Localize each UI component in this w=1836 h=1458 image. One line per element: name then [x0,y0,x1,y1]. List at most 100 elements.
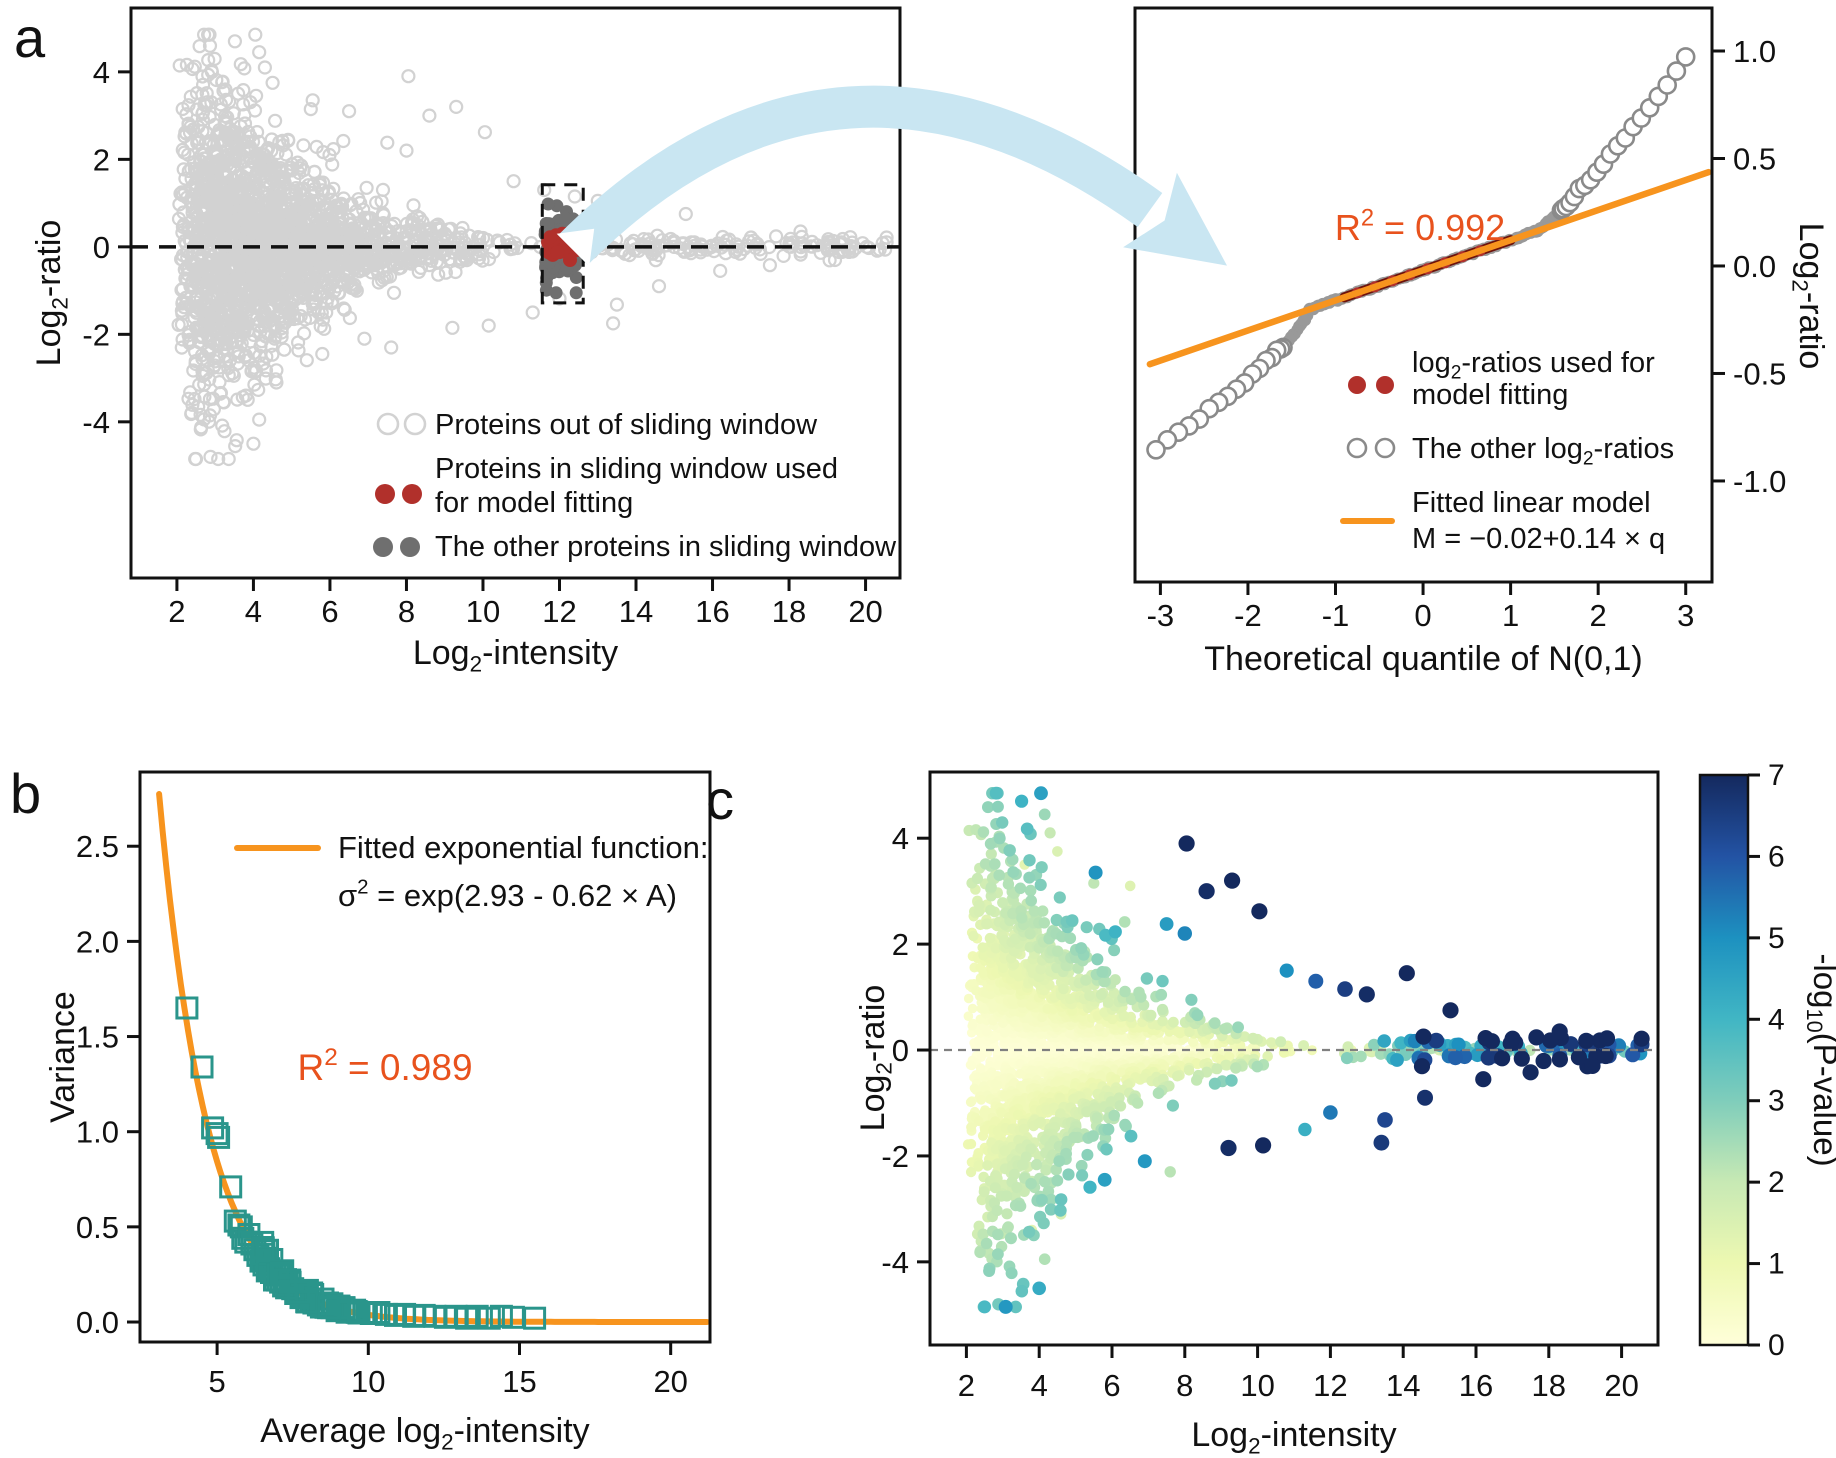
legend-marker-open-circle [403,412,427,436]
y-axis: -4 -2 0 2 4 [82,55,131,440]
variance-square [523,1306,547,1330]
legend-label: The other log2-ratios [1412,433,1674,469]
tick-label: -2 [881,1139,909,1174]
scatter-points-colored [962,786,1650,1314]
tick-label: 4 [1768,1003,1785,1036]
panel-label-b: b [10,762,42,825]
legend-marker-open-circle [376,412,400,436]
panel-label-a: a [14,6,46,69]
tick-label: 1.5 [76,1020,119,1055]
x-axis: 5 10 15 20 [208,1342,688,1399]
tick-label: 5 [1768,922,1785,955]
x-axis: 2 4 6 8 10 12 14 16 18 20 [168,578,883,629]
tick-label: -4 [82,405,110,440]
colorbar-gradient [1698,773,1750,1347]
legend-label: log2-ratios used for [1412,347,1655,383]
tick-label: 14 [619,594,653,629]
tick-label: -2 [82,317,110,352]
x-axis: -3 -2 -1 0 1 2 3 [1147,582,1694,633]
tick-label: 18 [1532,1368,1566,1403]
y-axis-title: Log2-ratio [30,220,72,367]
variance-square [207,1125,231,1149]
legend-label: for model fitting [435,487,633,519]
tick-label: 0 [93,230,110,265]
variance-square [489,1304,513,1328]
tick-label: 0.0 [1733,249,1776,284]
x-axis-title: Log2-intensity [1191,1416,1396,1458]
tick-label: 4 [892,821,909,856]
tick-label: -4 [881,1245,909,1280]
tick-label: -3 [1147,598,1175,633]
tick-label: 18 [772,594,806,629]
variance-square [287,1280,310,1304]
legend-marker-open-circle [1374,437,1396,459]
tick-label: 5 [208,1364,225,1399]
tick-label: 4 [245,594,262,629]
tick-label: 4 [1031,1368,1048,1403]
panel-b-variance-plot: 5 10 15 20 0.0 0.5 1.0 1.5 2.0 2.5 Average log2-in… [44,770,712,1454]
tick-label: 6 [1103,1368,1120,1403]
tick-label: 3 [1768,1085,1785,1118]
tick-label: 6 [321,594,338,629]
legend-label: Fitted exponential function: [338,830,709,865]
x-axis: 2 4 6 8 10 12 14 16 18 20 [958,1345,1639,1403]
tick-label: 15 [502,1364,536,1399]
tick-label: 2 [892,927,909,962]
tick-label: 7 [1768,759,1785,792]
legend: Proteins out of sliding window Proteins i… [373,409,897,563]
tick-label: 1 [1768,1248,1785,1281]
variance-square [465,1304,489,1328]
tick-label: 3 [1677,598,1694,633]
tick-label: 2 [1590,598,1607,633]
legend-marker-filled-circle [373,537,393,557]
plot-border [129,6,902,580]
tick-label: 0 [1414,598,1431,633]
variance-squares [175,996,547,1330]
legend-marker-filled-circle [1376,376,1394,394]
tick-label: 2 [1768,1166,1785,1199]
y-axis-title: Variance [44,991,82,1123]
tick-label: 2 [93,142,110,177]
legend: Fitted exponential function: σ2 = exp(2.9… [234,830,709,913]
variance-square [274,1268,297,1292]
tick-label: 10 [1240,1368,1274,1403]
panel-a-ma-plot: 2 4 6 8 10 12 14 16 18 20 -4 -2 0 2 4 Log2-intensity Log… [30,6,902,676]
legend-marker-filled-circle [402,484,422,504]
tick-label: 1.0 [76,1115,119,1150]
tick-label: 10 [351,1364,385,1399]
legend-label: M = −0.02+0.14 × q [1412,523,1665,555]
colorbar-title: -log10(P-value) [1802,953,1836,1166]
x-axis-title: Average log2-intensity [260,1412,589,1454]
legend-label: Proteins in sliding window used [435,453,838,485]
legend-marker-filled-circle [375,484,395,504]
legend-label: The other proteins in sliding window [435,531,897,563]
legend-label: Fitted linear model [1412,487,1651,519]
r-squared-annotation: R2 = 0.992 [1335,205,1505,248]
tick-label: -0.5 [1733,356,1786,391]
legend-marker-open-circle [1346,437,1368,459]
variance-square [251,1236,275,1260]
tick-label: 1.0 [1733,34,1776,69]
tick-label: 16 [695,594,729,629]
plot-border [928,770,1660,1347]
legend-label: σ2 = exp(2.93 - 0.62 × A) [338,876,677,913]
legend-marker-filled-circle [1348,376,1366,394]
variance-square [219,1175,243,1199]
arrow-annotation [556,85,1227,267]
plot-border [138,770,712,1344]
panel-c-ma-plot: 2 4 6 8 10 12 14 16 18 20-4-2024Log2-intensityLog… [854,759,1836,1458]
tick-label: 10 [466,594,500,629]
tick-label: 2.0 [76,924,119,959]
arrow-band [558,85,1163,265]
r-squared-annotation: R2 = 0.989 [297,1044,472,1088]
colorbar: 0 1 2 3 4 5 6 7 -log10(P-value) [1698,759,1836,1362]
y-axis: -4 -2 0 2 4 [881,821,930,1280]
variance-square [269,1261,293,1285]
variance-square [317,1296,341,1320]
tick-label: 1 [1502,598,1519,633]
tick-label: 12 [542,594,576,629]
tick-label: 0 [1768,1329,1785,1362]
